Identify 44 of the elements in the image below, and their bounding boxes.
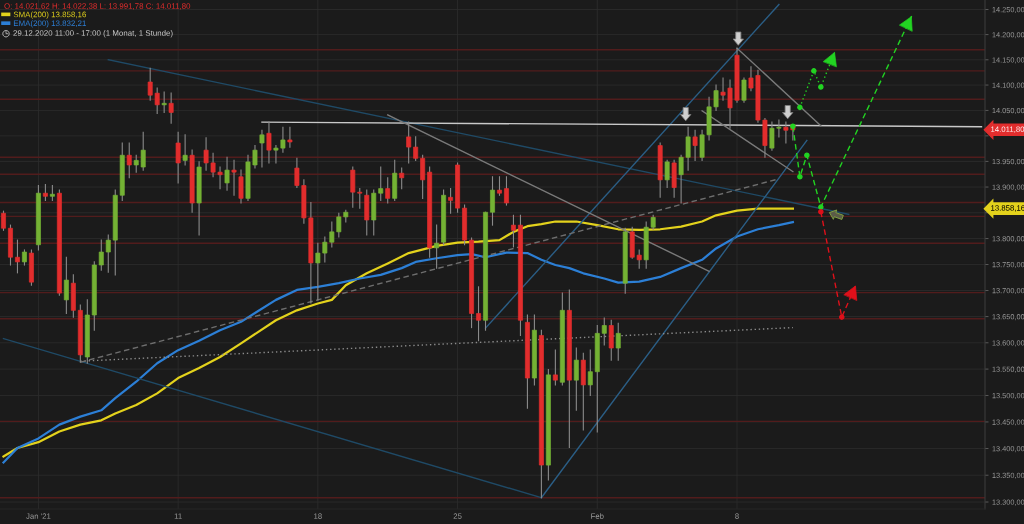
candlestick <box>573 347 579 411</box>
point <box>818 84 824 90</box>
candlestick <box>552 349 558 386</box>
candlestick <box>692 129 698 161</box>
candlestick <box>497 176 502 196</box>
candlestick <box>741 77 747 103</box>
candlestick <box>587 349 593 397</box>
candlestick <box>224 156 230 191</box>
candlestick <box>126 142 132 179</box>
candlestick <box>476 286 481 342</box>
candlestick <box>420 154 426 199</box>
point <box>804 152 810 159</box>
candlestick <box>168 92 174 124</box>
candlestick <box>259 129 265 168</box>
candlestick <box>413 136 419 161</box>
candlestick <box>608 319 614 361</box>
point <box>797 173 803 180</box>
candlestick <box>406 121 412 164</box>
candlestick <box>378 166 384 201</box>
candlestick <box>98 239 104 271</box>
candlestick <box>1 210 6 231</box>
candlestick <box>385 177 391 204</box>
candlestick <box>504 176 509 206</box>
candlestick <box>231 159 237 196</box>
candlestick <box>664 159 670 189</box>
point <box>839 314 845 320</box>
candlestick <box>448 188 454 214</box>
candlestick <box>238 169 244 204</box>
candlestick <box>175 131 181 184</box>
candlestick <box>266 121 272 164</box>
candlestick <box>161 91 167 113</box>
point <box>811 68 817 74</box>
candlestick <box>182 134 188 166</box>
point <box>818 208 824 215</box>
candlestick <box>490 176 495 226</box>
candlestick <box>287 126 293 148</box>
candlestick <box>399 167 405 190</box>
candlestick <box>511 214 516 248</box>
candlestick <box>63 256 69 315</box>
candlestick <box>15 239 20 274</box>
point <box>797 104 803 111</box>
point <box>818 204 824 210</box>
candlestick <box>105 234 111 273</box>
candlestick <box>434 224 440 269</box>
